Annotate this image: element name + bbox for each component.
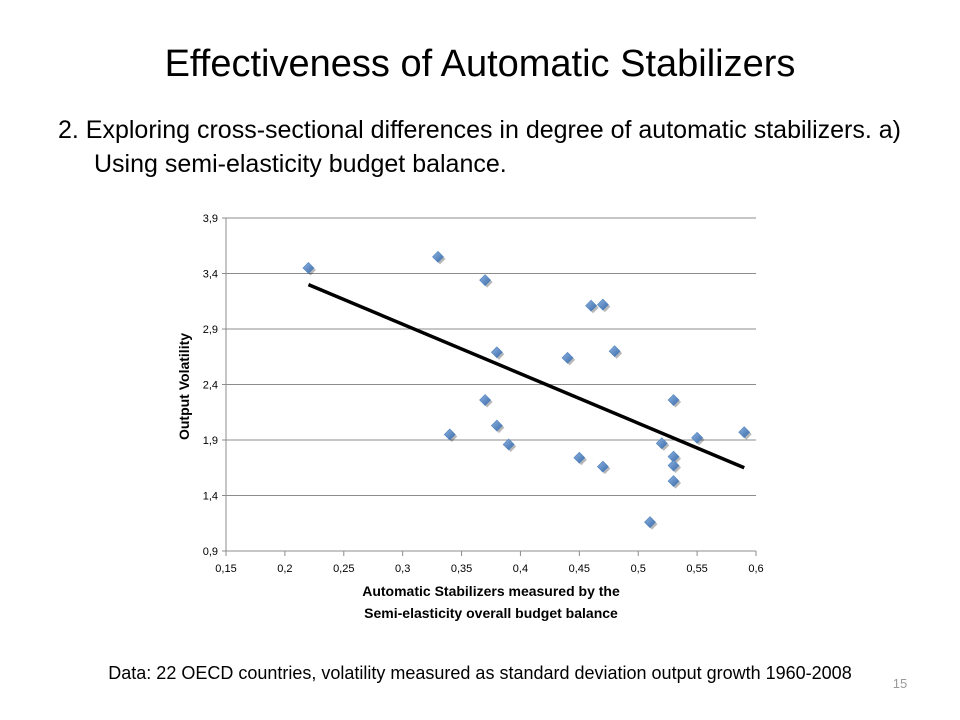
data-point-marker xyxy=(655,437,668,450)
x-tick-label: 0,5 xyxy=(631,563,646,575)
data-point xyxy=(608,345,623,359)
data-point-marker xyxy=(573,451,586,464)
data-point xyxy=(667,459,682,474)
data-point xyxy=(655,437,670,451)
x-axis-label: Semi-elasticity overall budget balance xyxy=(364,605,618,621)
data-point-marker xyxy=(691,431,704,444)
data-point xyxy=(585,299,599,314)
x-tick-label: 0,15 xyxy=(215,563,236,575)
data-point-marker xyxy=(596,298,609,311)
x-tick-label: 0,3 xyxy=(395,563,410,575)
data-point-marker xyxy=(738,426,751,439)
data-point xyxy=(644,516,658,530)
data-point xyxy=(502,438,517,452)
data-point-marker xyxy=(596,460,609,473)
x-tick-label: 0,4 xyxy=(513,563,528,575)
data-point xyxy=(432,250,446,265)
data-point-marker xyxy=(490,419,503,432)
data-point-marker xyxy=(432,250,444,263)
data-point xyxy=(561,351,576,366)
data-point xyxy=(479,274,493,288)
slide-title: Effectiveness of Automatic Stabilizers xyxy=(164,43,796,85)
chart-markers xyxy=(302,250,752,530)
x-axis-label: Automatic Stabilizers measured by the xyxy=(362,583,620,599)
data-point-marker xyxy=(667,394,680,406)
footnote: Data: 22 OECD countries, volatility meas… xyxy=(108,663,852,683)
trendline xyxy=(307,282,745,470)
data-point-marker xyxy=(667,459,680,472)
data-point xyxy=(490,419,505,434)
data-point-marker xyxy=(667,475,680,487)
chart-axes xyxy=(222,217,757,556)
data-point-marker xyxy=(608,345,621,358)
data-point xyxy=(573,451,587,466)
x-tick-label: 0,6 xyxy=(748,563,763,575)
x-tick-label: 0,35 xyxy=(451,563,472,575)
slide-subtitle: 2. Exploring cross-sectional differences… xyxy=(58,116,902,178)
x-tick-label: 0,45 xyxy=(569,563,590,575)
x-tick-label: 0,2 xyxy=(277,563,292,575)
y-tick-label: 2,4 xyxy=(203,380,218,392)
data-point xyxy=(667,394,682,408)
data-point xyxy=(596,298,611,313)
chart-labels: 0,9 1,4 1,9 2,4 2,9 3,4 3,9 0,15 0,2 0,25 0,3 0,35 0… xyxy=(176,213,764,621)
data-point xyxy=(490,346,505,360)
data-point-marker xyxy=(502,438,515,451)
y-axis-label: Output Volatility xyxy=(176,333,192,440)
y-tick-label: 1,9 xyxy=(203,435,218,447)
y-tick-label: 1,4 xyxy=(203,491,218,503)
data-point-marker xyxy=(561,351,574,364)
data-point xyxy=(443,428,458,442)
data-point xyxy=(691,431,705,446)
data-point xyxy=(738,426,752,440)
data-point xyxy=(596,460,611,475)
y-tick-label: 3,9 xyxy=(203,213,218,225)
data-point-marker xyxy=(443,428,456,441)
data-point-marker xyxy=(479,394,492,406)
data-point-marker xyxy=(644,516,656,529)
data-point-marker xyxy=(585,299,598,312)
data-point xyxy=(302,262,316,276)
chart-trendline-layer xyxy=(307,282,745,470)
y-tick-label: 2,9 xyxy=(203,324,218,336)
data-point xyxy=(667,475,682,489)
data-point-marker xyxy=(490,346,503,359)
y-tick-label: 3,4 xyxy=(203,269,218,281)
slide-number: 15 xyxy=(892,676,908,691)
x-tick-label: 0,25 xyxy=(333,563,354,575)
x-tick-label: 0,55 xyxy=(686,563,707,575)
data-point-marker xyxy=(479,274,492,287)
y-tick-label: 0,9 xyxy=(203,546,218,558)
data-point xyxy=(479,394,493,408)
data-point-marker xyxy=(302,262,315,274)
